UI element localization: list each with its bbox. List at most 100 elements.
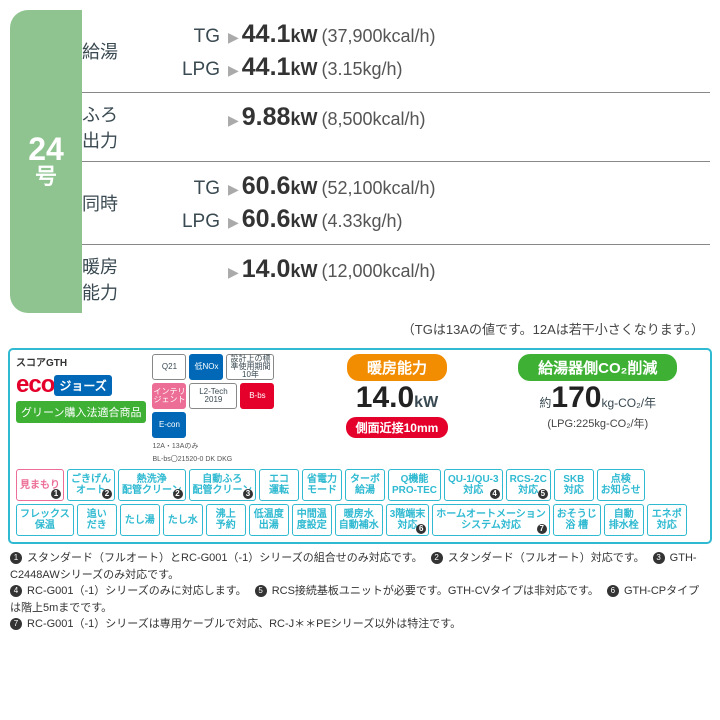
spec-row: 同時TG▶60.6kW(52,100kcal/h)LPG▶60.6kW(4.33…: [82, 162, 710, 245]
feature-top-row: スコアGTH eco ジョーズ グリーン購入法適合商品 Q21 低NOx 設計上…: [16, 354, 704, 464]
kw-unit: kW: [290, 26, 317, 47]
footnote: 5 RCS接続基板ユニットが必要です。GTH-CVタイプは非対応です。: [255, 585, 599, 597]
feature-chip: 点検お知らせ: [597, 469, 645, 501]
eco-text: eco: [16, 371, 54, 399]
star-badge: 7: [10, 618, 22, 630]
feature-chip: RCS-2C対応5: [506, 469, 551, 501]
badge-subtext-12a: 12A・13Aのみ: [152, 441, 302, 451]
spec-row: 暖房能力▶14.0kW(12,000kcal/h): [82, 245, 710, 313]
bl-subtext: BL-bs〇21520-0 DK DKG: [152, 454, 302, 464]
kw-value: 60.6: [242, 172, 291, 201]
kw-unit: kW: [290, 211, 317, 232]
feature-chip: 3階端末対応6: [386, 504, 430, 536]
feature-chip: 自動ふろ配管クリーン3: [189, 469, 257, 501]
kw-value: 9.88: [242, 103, 291, 132]
co2-metric: 給湯器側CO₂削減 約170kg-CO₂/年 (LPG:225kg-CO₂/年): [492, 354, 704, 464]
co2-value: 170: [551, 381, 601, 414]
chip-row-1: 見まもり1ごきげんオート2熱洗浄配管クリーン2自動ふろ配管クリーン3エコ運転省電…: [16, 469, 704, 501]
arrow-icon: ▶: [228, 181, 239, 198]
star-badge: 2: [431, 552, 443, 564]
paren-value: (8,500kcal/h): [321, 109, 425, 130]
star-badge: 1: [10, 552, 22, 564]
feature-chip: Q機能PRO-TEC: [388, 469, 441, 501]
footnote: 4 RC-G001（-1）シリーズのみに対応します。: [10, 585, 247, 597]
eco-logo: eco ジョーズ: [16, 371, 146, 399]
arrow-icon: ▶: [228, 29, 239, 46]
feature-chip: 暖房水自動補水: [335, 504, 383, 536]
feature-chip: 自動排水栓: [604, 504, 644, 536]
econ-badge: E-con: [152, 412, 186, 438]
feature-chip: エネポ対応: [647, 504, 687, 536]
kw-value: 60.6: [242, 205, 291, 234]
co2-prefix: 約: [539, 396, 551, 410]
spec-row: 給湯TG▶44.1kW(37,900kcal/h)LPG▶44.1kW(3.15…: [82, 10, 710, 93]
spec-row: ふろ出力▶9.88kW(8,500kcal/h): [82, 93, 710, 162]
feature-panel: スコアGTH eco ジョーズ グリーン購入法適合商品 Q21 低NOx 設計上…: [8, 348, 712, 544]
spec-note: （TGは13Aの値です。12Aは若干小さくなります。）: [0, 319, 704, 338]
feature-chip: フレックス保温: [16, 504, 74, 536]
nox-badge: 低NOx: [189, 354, 223, 380]
star-badge: 3: [653, 552, 665, 564]
heating-metric: 暖房能力 14.0kW 側面近接10mm: [308, 354, 485, 464]
feature-chip: 省電力モード: [302, 469, 342, 501]
paren-value: (3.15kg/h): [321, 59, 402, 80]
footnotes: 1 スタンダード（フルオート）とRC-G001（-1）シリーズの組合せのみ対応で…: [10, 550, 710, 633]
score-gth-label: スコアGTH: [16, 354, 146, 369]
spec-label: 給湯: [82, 18, 160, 84]
fuel-type: TG: [160, 178, 228, 200]
feature-chip: エコ運転: [259, 469, 299, 501]
arrow-icon: ▶: [228, 264, 239, 281]
spec-label: 暖房能力: [82, 253, 160, 305]
feature-chip: 沸上予約: [206, 504, 246, 536]
paren-value: (4.33kg/h): [321, 211, 402, 232]
feature-chip: ごきげんオート2: [67, 469, 115, 501]
q21-badge: Q21: [152, 354, 186, 380]
feature-chip: QU-1/QU-3対応4: [444, 469, 503, 501]
logo-column: スコアGTH eco ジョーズ グリーン購入法適合商品: [16, 354, 146, 464]
mini-badge-group: Q21 低NOx 設計上の標準使用期間 10年 インテリジェント L2-Tech…: [152, 354, 302, 464]
heating-title: 暖房能力: [347, 354, 447, 381]
model-number: 24: [28, 133, 64, 165]
arrow-icon: ▶: [228, 112, 239, 129]
spec-line: ▶9.88kW(8,500kcal/h): [160, 101, 710, 134]
footnote: 7 RC-G001（-1）シリーズは専用ケーブルで対応、RC-J＊＊PEシリーズ…: [10, 618, 461, 630]
star-badge: 5: [255, 585, 267, 597]
kw-unit: kW: [290, 59, 317, 80]
feature-chip: おそうじ浴 槽: [553, 504, 601, 536]
feature-chip: 熱洗浄配管クリーン2: [118, 469, 186, 501]
feature-chip: たし水: [163, 504, 203, 536]
spec-table: 24 号 給湯TG▶44.1kW(37,900kcal/h)LPG▶44.1kW…: [10, 10, 710, 313]
star-badge: 4: [10, 585, 22, 597]
arrow-icon: ▶: [228, 62, 239, 79]
paren-value: (37,900kcal/h): [321, 26, 435, 47]
model-badge: 24 号: [10, 10, 82, 313]
kw-unit: kW: [290, 261, 317, 282]
feature-chip: ターボ給湯: [345, 469, 385, 501]
paren-value: (52,100kcal/h): [321, 178, 435, 199]
model-suffix: 号: [35, 165, 57, 189]
footnote: 1 スタンダード（フルオート）とRC-G001（-1）シリーズの組合せのみ対応で…: [10, 552, 423, 564]
ten-year-badge: 設計上の標準使用期間 10年: [226, 354, 274, 380]
feature-chip: 低温度出湯: [249, 504, 289, 536]
spec-line: ▶14.0kW(12,000kcal/h): [160, 253, 710, 286]
arrow-icon: ▶: [228, 214, 239, 231]
feature-chip: ホームオートメーションシステム対応7: [432, 504, 550, 536]
feature-chip: 見まもり1: [16, 469, 64, 501]
l2tech-badge: L2-Tech 2019: [189, 383, 237, 409]
chip-row-2: フレックス保温追いだきたし湯たし水沸上予約低温度出湯中間温度設定暖房水自動補水3…: [16, 504, 704, 536]
fuel-type: TG: [160, 26, 228, 48]
kw-value: 44.1: [242, 53, 291, 82]
spec-label: ふろ出力: [82, 101, 160, 153]
footnote: 2 スタンダード（フルオート）対応です。: [431, 552, 645, 564]
heating-unit: kW: [414, 394, 438, 411]
co2-sub: (LPG:225kg-CO₂/年): [547, 415, 648, 431]
fuel-type: LPG: [160, 59, 228, 81]
spec-line: TG▶44.1kW(37,900kcal/h): [160, 18, 710, 51]
paren-value: (12,000kcal/h): [321, 261, 435, 282]
eco-jaws: ジョーズ: [54, 375, 111, 396]
spec-label: 同時: [82, 170, 160, 236]
feature-chip: 中間温度設定: [292, 504, 332, 536]
co2-unit: kg-CO₂/年: [601, 396, 656, 410]
spec-line: LPG▶44.1kW(3.15kg/h): [160, 51, 710, 84]
spec-line: LPG▶60.6kW(4.33kg/h): [160, 203, 710, 236]
